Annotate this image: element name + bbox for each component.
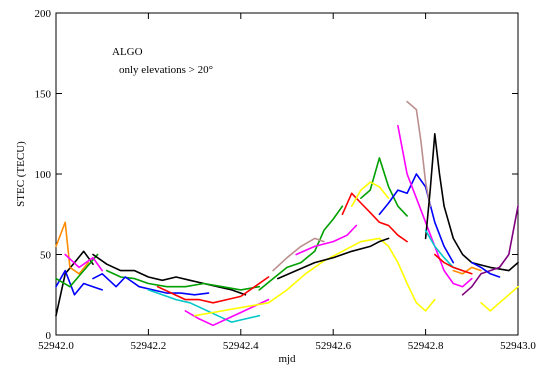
y-tick-label: 0 <box>46 330 52 342</box>
series-line-4 <box>64 253 103 272</box>
y-tick-label: 100 <box>35 169 52 181</box>
series-line-22 <box>424 133 519 272</box>
series-line-8 <box>147 289 261 323</box>
series-line-14 <box>276 237 390 280</box>
x-tick-label: 52942.4 <box>223 340 259 352</box>
series-line-7 <box>92 272 210 296</box>
series-line-11 <box>193 237 436 317</box>
series-layer <box>55 100 519 327</box>
series-line-5 <box>92 253 247 296</box>
x-tick-label: 52942.0 <box>38 340 74 352</box>
series-line-18 <box>350 181 390 207</box>
series-line-24 <box>452 266 482 275</box>
y-tick-label: 200 <box>35 8 52 20</box>
series-line-16 <box>341 192 408 243</box>
series-line-20 <box>397 124 473 288</box>
series-line-12 <box>258 205 344 291</box>
x-axis-label: mjd <box>278 353 296 365</box>
series-line-26 <box>480 285 519 312</box>
series-line-17 <box>360 157 408 217</box>
plot-frame <box>55 12 519 336</box>
series-line-1 <box>55 269 103 296</box>
series-line-9 <box>156 276 270 304</box>
annotation-elevation: only elevations > 20° <box>119 64 213 76</box>
series-line-25 <box>461 205 519 296</box>
series-line-13 <box>272 237 325 272</box>
series-line-15 <box>295 224 358 256</box>
x-tick-label: 52942.2 <box>131 340 167 352</box>
x-tick-label: 52943.0 <box>500 340 536 352</box>
series-line-19 <box>378 173 455 264</box>
series-line-21 <box>406 100 432 207</box>
series-line-2 <box>55 221 90 275</box>
y-tick-label: 50 <box>40 250 52 262</box>
series-line-10 <box>184 298 270 327</box>
axis-layer: 52942.0 52942.2 52942.4 52942.6 52942.8 52943… <box>35 8 537 352</box>
x-tick-label: 52942.8 <box>408 340 444 352</box>
y-tick-label: 150 <box>35 89 52 101</box>
series-line-28 <box>470 261 501 278</box>
y-axis-label: STEC (TECU) <box>15 141 27 207</box>
series-line-27 <box>433 253 473 275</box>
series-line-3 <box>55 253 99 288</box>
annotation-station: ALGO <box>112 46 143 58</box>
x-tick-label: 52942.6 <box>315 340 351 352</box>
